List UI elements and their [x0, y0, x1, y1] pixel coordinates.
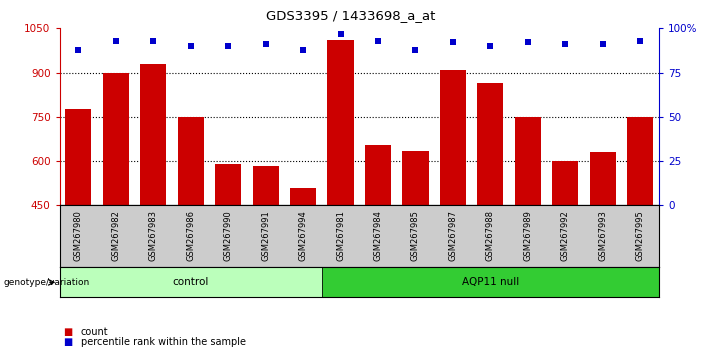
Bar	[515, 118, 541, 205]
Bar	[65, 109, 91, 205]
Point	[148, 38, 159, 44]
Text: control: control	[172, 277, 209, 287]
Point	[73, 47, 84, 52]
Text: GSM267992: GSM267992	[561, 210, 570, 261]
Text: ■: ■	[63, 337, 72, 347]
Text: AQP11 null: AQP11 null	[462, 277, 519, 287]
Point	[222, 43, 233, 49]
Bar	[365, 145, 391, 205]
Point	[447, 40, 458, 45]
Bar	[477, 83, 503, 205]
Text: GSM267989: GSM267989	[524, 210, 532, 261]
Bar	[627, 118, 653, 205]
Bar	[327, 40, 353, 205]
Text: GSM267980: GSM267980	[74, 210, 83, 261]
Text: GSM267982: GSM267982	[111, 210, 121, 261]
Point	[522, 40, 533, 45]
Point	[634, 38, 646, 44]
Bar	[322, 267, 659, 297]
Bar	[140, 64, 166, 205]
Text: GDS3395 / 1433698_a_at: GDS3395 / 1433698_a_at	[266, 9, 435, 22]
Bar	[102, 73, 129, 205]
Text: percentile rank within the sample: percentile rank within the sample	[81, 337, 245, 347]
Point	[559, 41, 571, 47]
Text: GSM267988: GSM267988	[486, 210, 495, 261]
Bar	[215, 164, 241, 205]
Point	[597, 41, 608, 47]
Point	[410, 47, 421, 52]
Point	[260, 41, 271, 47]
Bar	[177, 118, 204, 205]
Text: GSM267983: GSM267983	[149, 210, 158, 261]
Text: GSM267987: GSM267987	[449, 210, 458, 261]
Text: GSM267994: GSM267994	[299, 210, 308, 261]
Text: GSM267981: GSM267981	[336, 210, 345, 261]
Point	[110, 38, 121, 44]
Text: GSM267985: GSM267985	[411, 210, 420, 261]
Text: GSM267995: GSM267995	[636, 210, 645, 261]
Text: GSM267984: GSM267984	[374, 210, 383, 261]
Bar	[290, 188, 316, 205]
Bar	[552, 161, 578, 205]
Bar	[590, 152, 616, 205]
Text: GSM267993: GSM267993	[598, 210, 607, 261]
Bar	[402, 151, 428, 205]
Point	[297, 47, 308, 52]
Bar	[60, 267, 322, 297]
Point	[185, 43, 196, 49]
Point	[485, 43, 496, 49]
Text: ■: ■	[63, 327, 72, 337]
Text: genotype/variation: genotype/variation	[4, 278, 90, 287]
Text: count: count	[81, 327, 108, 337]
Bar	[252, 166, 279, 205]
Point	[335, 31, 346, 36]
Text: GSM267986: GSM267986	[186, 210, 195, 261]
Bar	[440, 70, 466, 205]
Text: GSM267990: GSM267990	[224, 210, 233, 261]
Point	[372, 38, 383, 44]
Text: GSM267991: GSM267991	[261, 210, 270, 261]
